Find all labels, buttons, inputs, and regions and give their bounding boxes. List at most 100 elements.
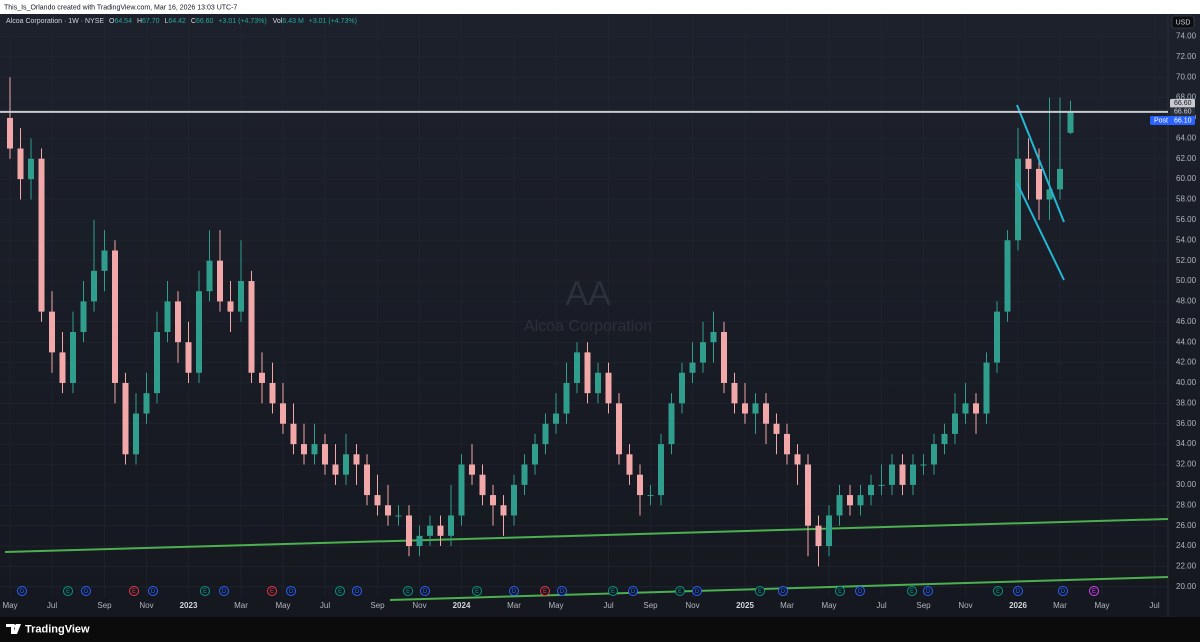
event-label: D	[926, 589, 931, 595]
x-tick-label: May	[821, 601, 836, 610]
y-tick-label: 54.00	[1176, 235, 1197, 244]
candle-body	[416, 535, 423, 547]
candle-body	[406, 515, 412, 547]
candle-body	[448, 515, 454, 536]
event-marker	[200, 586, 210, 596]
event-marker	[286, 586, 296, 596]
y-tick-label: 58.00	[1176, 195, 1197, 204]
candle-body	[1025, 158, 1032, 169]
event-label: D	[84, 589, 89, 595]
x-tick-label: Mar	[507, 601, 521, 610]
event-label: D	[1061, 589, 1066, 595]
candle-body	[70, 332, 76, 383]
x-tick-label: May	[2, 601, 17, 610]
trend-line	[4, 518, 1169, 553]
y-tick-label: 24.00	[1176, 541, 1197, 550]
candle-body	[91, 270, 97, 302]
event-marker	[403, 586, 413, 596]
footer-brand: TradingView	[25, 623, 90, 635]
candle-body	[700, 342, 706, 363]
candle-body	[868, 484, 874, 496]
legend-key: L	[164, 18, 168, 25]
event-marker	[907, 586, 917, 596]
legend-value: 64.42	[168, 18, 186, 25]
x-tick-label: Jul	[876, 601, 886, 610]
logo-dot	[12, 624, 17, 628]
y-tick-label: 34.00	[1176, 439, 1197, 448]
x-tick-label: Sep	[643, 601, 658, 610]
y-tick-label: 30.00	[1176, 480, 1197, 489]
event-marker	[267, 586, 277, 596]
currency-box[interactable]	[1171, 15, 1195, 29]
candle-body	[994, 311, 1000, 363]
y-tick-label: 52.00	[1176, 256, 1197, 265]
event-label: E	[543, 589, 547, 595]
candle-body	[847, 495, 853, 506]
candle-body	[374, 495, 381, 506]
event-label: E	[996, 589, 1000, 595]
candle-body	[311, 444, 318, 455]
event-label: E	[406, 589, 410, 595]
event-label: E	[270, 589, 274, 595]
candle-body	[1004, 240, 1011, 312]
event-label: E	[910, 589, 914, 595]
legend-key: O	[109, 18, 115, 25]
candle-body	[836, 495, 843, 516]
legend-value: 67.70	[142, 18, 160, 25]
x-tick-label: Mar	[1053, 601, 1067, 610]
event-marker	[692, 586, 702, 596]
event-label: D	[355, 589, 360, 595]
candle-body	[122, 382, 129, 455]
level-tag-label: 66.60	[1174, 100, 1192, 107]
candle-body	[133, 413, 139, 455]
y-tick-label: 46.00	[1176, 317, 1197, 326]
legend-symbol: Alcoa Corporation · 1W · NYSE	[6, 18, 104, 25]
event-label: D	[858, 589, 863, 595]
candle-body	[689, 362, 696, 373]
event-marker	[628, 586, 638, 596]
x-tick-label: Mar	[234, 601, 248, 610]
credit-bar	[0, 0, 1200, 14]
candle-body	[616, 403, 622, 455]
wedge-line	[1016, 104, 1065, 223]
candle-body	[1057, 168, 1063, 190]
candle-body	[458, 464, 465, 516]
candle-body	[469, 464, 475, 475]
level-tag	[1170, 98, 1195, 108]
y-tick-label: 62.00	[1176, 154, 1197, 163]
candle-body	[59, 352, 66, 383]
event-label: E	[758, 589, 762, 595]
event-marker	[129, 586, 139, 596]
candle-body	[941, 433, 948, 445]
candle-body	[427, 525, 433, 536]
event-label: D	[512, 589, 517, 595]
candle-body	[563, 382, 570, 414]
x-tick-label: 2024	[453, 601, 471, 610]
event-label: E	[1092, 589, 1096, 595]
event-marker	[148, 586, 158, 596]
candle-body	[626, 454, 633, 475]
candle-body	[196, 291, 202, 373]
candle-body	[385, 505, 391, 516]
candle-body	[763, 403, 769, 424]
y-tick-label: 38.00	[1176, 398, 1197, 407]
y-tick-label: 44.00	[1176, 337, 1197, 346]
event-label: D	[289, 589, 294, 595]
event-marker	[993, 586, 1003, 596]
candle-body	[532, 444, 538, 465]
candle-body	[301, 444, 307, 455]
x-tick-label: Nov	[412, 601, 426, 610]
candle-body	[805, 464, 811, 526]
event-marker	[855, 586, 865, 596]
event-marker	[63, 586, 73, 596]
event-label: D	[781, 589, 786, 595]
candle-body	[1036, 168, 1042, 200]
x-tick-label: Sep	[370, 601, 385, 610]
watermark-name: Alcoa Corporation	[524, 318, 652, 335]
candle-body	[826, 515, 832, 547]
candle-body	[595, 372, 601, 394]
event-label: D	[222, 589, 227, 595]
x-tick-label: 2025	[736, 601, 754, 610]
